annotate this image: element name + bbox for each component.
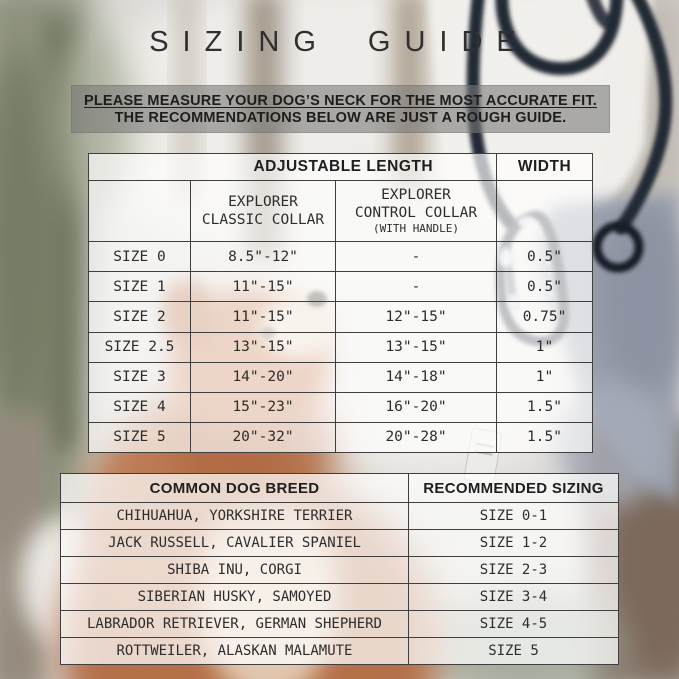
size-row: SIZE 2.5 13"-15" 13"-15" 1" bbox=[88, 331, 594, 363]
breed-row: SHIBA INU, CORGI SIZE 2-3 bbox=[60, 556, 619, 584]
empty-cell bbox=[88, 180, 191, 243]
notice-line-1: PLEASE MEASURE YOUR DOG’S NECK FOR THE M… bbox=[83, 92, 598, 109]
breed-row: ROTTWEILER, ALASKAN MALAMUTE SIZE 5 bbox=[60, 637, 619, 665]
breed-row: SIBERIAN HUSKY, SAMOYED SIZE 3-4 bbox=[60, 583, 619, 611]
size-table-subheader-row: EXPLORER CLASSIC COLLAR EXPLORER CONTROL… bbox=[88, 180, 594, 243]
sizing-header: RECOMMENDED SIZING bbox=[408, 473, 619, 503]
breed-header: COMMON DOG BREED bbox=[60, 473, 409, 503]
ring-clip-graphic bbox=[592, 221, 644, 273]
page-title: SIZING GUIDE bbox=[149, 26, 530, 58]
breed-row: JACK RUSSELL, CAVALIER SPANIEL SIZE 1-2 bbox=[60, 529, 619, 557]
size-row: SIZE 0 8.5"-12" - 0.5" bbox=[88, 241, 594, 273]
size-row: SIZE 4 15"-23" 16"-20" 1.5" bbox=[88, 391, 594, 423]
size-row: SIZE 2 11"-15" 12"-15" 0.75" bbox=[88, 301, 594, 333]
adjustable-length-header: ADJUSTABLE LENGTH bbox=[189, 152, 498, 182]
control-collar-header: EXPLORER CONTROL COLLAR (WITH HANDLE) bbox=[334, 180, 498, 243]
size-table-header-row: ADJUSTABLE LENGTH WIDTH bbox=[88, 152, 594, 182]
corner-cell bbox=[88, 152, 191, 182]
breed-row: CHIHUAHUA, YORKSHIRE TERRIER SIZE 0-1 bbox=[60, 502, 619, 530]
breed-row: LABRADOR RETRIEVER, GERMAN SHEPHERD SIZE… bbox=[60, 610, 619, 638]
sleeve-graphic bbox=[542, 192, 679, 507]
size-row: SIZE 1 11"-15" - 0.5" bbox=[88, 271, 594, 303]
breed-table-header-row: COMMON DOG BREED RECOMMENDED SIZING bbox=[60, 473, 619, 503]
size-row: SIZE 3 14"-20" 14"-18" 1" bbox=[88, 361, 594, 393]
width-header: WIDTH bbox=[496, 152, 594, 182]
empty-cell bbox=[496, 180, 594, 243]
size-row: SIZE 5 20"-32" 20"-28" 1.5" bbox=[88, 421, 594, 454]
size-table: ADJUSTABLE LENGTH WIDTH EXPLORER CLASSIC… bbox=[88, 152, 594, 454]
measurement-notice: PLEASE MEASURE YOUR DOG’S NECK FOR THE M… bbox=[71, 85, 610, 133]
classic-collar-header: EXPLORER CLASSIC COLLAR bbox=[190, 180, 336, 243]
notice-line-2: THE RECOMMENDATIONS BELOW ARE JUST A ROU… bbox=[114, 109, 567, 126]
breed-table: COMMON DOG BREED RECOMMENDED SIZING CHIH… bbox=[60, 473, 619, 665]
